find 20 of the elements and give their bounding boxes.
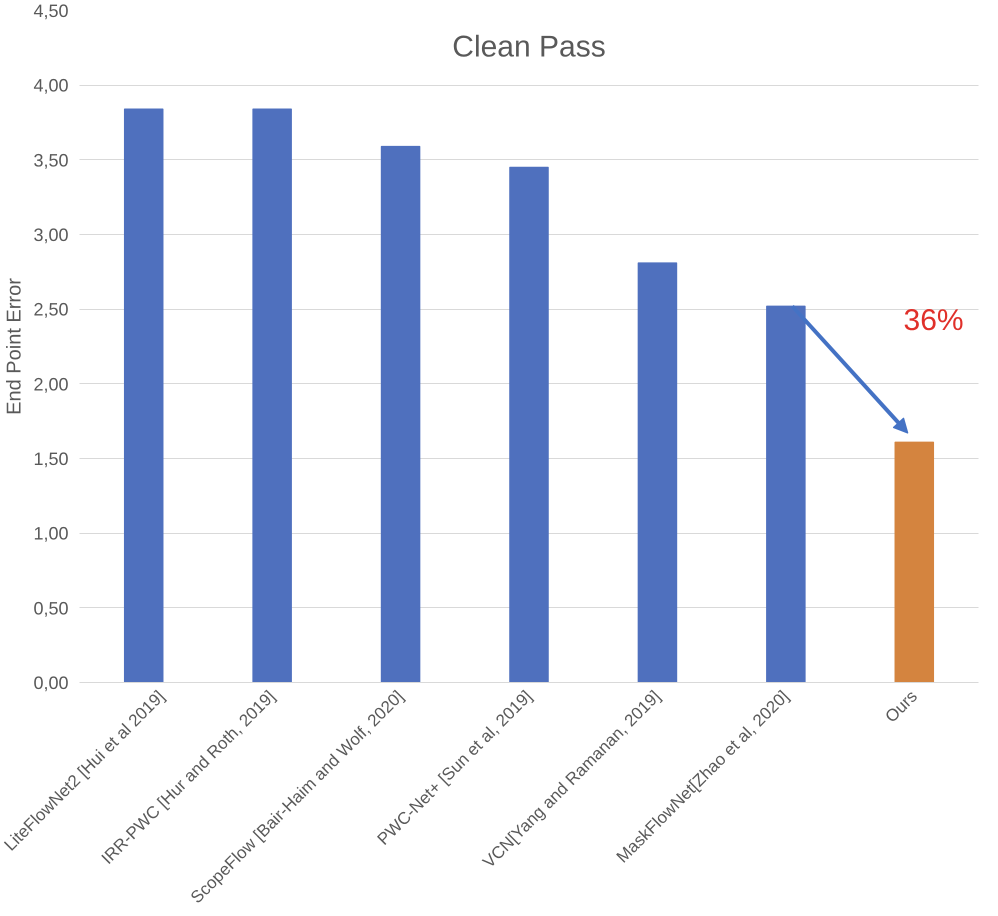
- text: Clean Pass: [452, 30, 606, 64]
- bar: [124, 108, 164, 682]
- y-tick-label: 4,50: [33, 1, 69, 21]
- x-tick-label: Ours: [882, 686, 922, 726]
- y-tick-label: 4,00: [33, 76, 69, 96]
- bar: [380, 146, 420, 682]
- y-tick-label: 3,50: [33, 150, 69, 170]
- y-tick-label: 0,00: [33, 673, 69, 693]
- annotation: 36%: [904, 304, 964, 337]
- y-tick-label: 0,50: [33, 598, 69, 618]
- bar: [894, 442, 934, 682]
- bar: [509, 166, 549, 682]
- bar: [252, 108, 292, 682]
- y-tick-label: 2,00: [33, 374, 69, 394]
- y-tick-label: 2,50: [33, 300, 69, 320]
- y-tick-label: 1,00: [33, 524, 69, 544]
- y-tick-label: 3,00: [33, 225, 69, 245]
- y-axis-title: End Point Error: [3, 278, 26, 415]
- bar: [638, 262, 678, 682]
- y-tick-label: 1,50: [33, 449, 69, 469]
